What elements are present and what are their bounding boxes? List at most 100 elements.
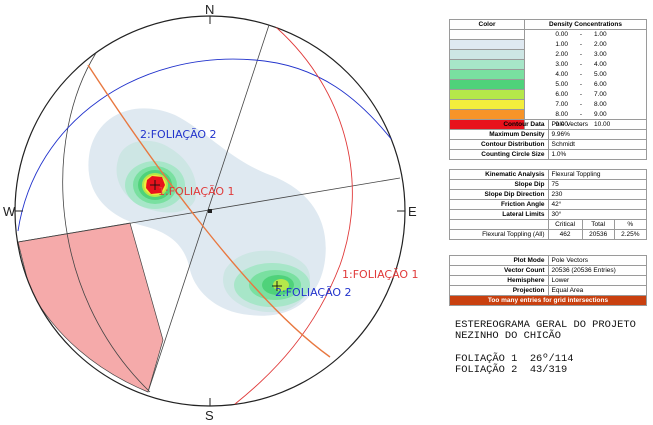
slope-great-circle xyxy=(87,64,331,358)
density-swatch-fill xyxy=(450,50,524,59)
density-row: 6.00 - 7.00 xyxy=(449,89,647,100)
density-swatch-fill xyxy=(450,30,524,39)
density-swatch xyxy=(449,29,525,40)
total-header: Total xyxy=(581,219,615,230)
kinematic-rows: Kinematic Analysis Flexural Toppling Slope… xyxy=(449,169,647,220)
info-label: Kinematic Analysis xyxy=(449,169,549,180)
foliacao2-great-circle xyxy=(17,58,393,232)
grid-warning-banner: Too many entries for grid intersections xyxy=(449,295,647,306)
info-value: Pole Vectors xyxy=(547,255,647,266)
density-swatch xyxy=(449,49,525,60)
density-swatch xyxy=(449,89,525,100)
density-to: 8.00 xyxy=(591,99,647,110)
info-label: Lateral Limits xyxy=(449,209,549,220)
percent-header: % xyxy=(613,219,648,230)
density-swatch-fill xyxy=(450,110,524,119)
info-row: Lateral Limits 30° xyxy=(449,209,647,220)
critical-header: Critical xyxy=(547,219,583,230)
info-label: Counting Circle Size xyxy=(449,149,549,160)
density-to: 6.00 xyxy=(591,79,647,90)
info-row: Slope Dip 75 xyxy=(449,179,647,190)
density-row: 4.00 - 5.00 xyxy=(449,69,647,80)
density-row: 2.00 - 3.00 xyxy=(449,49,647,60)
east-label: E xyxy=(408,204,417,219)
pole-foliacao1-marker xyxy=(150,180,160,190)
density-dash: - xyxy=(579,71,583,78)
stereonet-plot: N S E W 2:FOLIAÇÃO 2 1:FOLIAÇÃO 1 1:FOLI… xyxy=(3,2,419,423)
info-row: Contour Distribution Schmidt xyxy=(449,139,647,150)
density-from: 8.00 xyxy=(555,111,568,118)
info-value: Lower xyxy=(547,275,647,286)
density-dash: - xyxy=(579,61,583,68)
plot-rows: Plot Mode Pole Vectors Vector Count 20536 (… xyxy=(449,255,647,296)
info-row: Contour Data Pole Vectors xyxy=(449,119,647,130)
info-value: Pole Vectors xyxy=(547,119,647,130)
density-from: 3.00 xyxy=(555,61,568,68)
density-from: 5.00 xyxy=(555,81,568,88)
density-swatch-fill xyxy=(450,70,524,79)
info-value: 1.0% xyxy=(547,149,647,160)
info-value: Schmidt xyxy=(547,139,647,150)
density-swatch xyxy=(449,69,525,80)
density-row: 0.00 -1.00 xyxy=(449,29,647,40)
contour-rows: Contour Data Pole Vectors Maximum Density 9… xyxy=(449,119,647,160)
density-to: 2.00 xyxy=(591,39,647,50)
plot-info-table: Plot Mode Pole Vectors Vector Count 20536 (… xyxy=(449,255,647,306)
density-dash: - xyxy=(579,81,583,88)
info-row: Slope Dip Direction 230 xyxy=(449,189,647,200)
caption-foliacao2: FOLIAÇÃO 2 43/319 xyxy=(455,364,568,377)
center-mark xyxy=(208,209,212,213)
info-value: 30° xyxy=(547,209,647,220)
density-row: 7.00 - 8.00 xyxy=(449,99,647,110)
info-value: 9.96% xyxy=(547,129,647,140)
info-value: Equal Area xyxy=(547,285,647,296)
pole-foliacao2-marker xyxy=(272,281,282,291)
density-dash: - xyxy=(579,31,583,39)
info-label: Contour Distribution xyxy=(449,139,549,150)
info-value: 20536 (20536 Entries) xyxy=(547,265,647,276)
info-value: 75 xyxy=(547,179,647,190)
slope-strike-line-1 xyxy=(147,21,271,393)
density-swatch xyxy=(449,59,525,70)
result-percent: 2.25% xyxy=(613,229,648,240)
density-row: 1.00 - 2.00 xyxy=(449,39,647,50)
density-swatch-fill xyxy=(450,80,524,89)
foliacao1-great-circle xyxy=(234,21,353,405)
density-row: 8.00 - 9.00 xyxy=(449,109,647,120)
density-swatch-fill xyxy=(450,100,524,109)
density-dash: - xyxy=(579,51,583,58)
caption-foliacao1: FOLIAÇÃO 1 26º/114 xyxy=(455,352,574,365)
info-value: Flexural Toppling xyxy=(547,169,647,180)
info-value: 230 xyxy=(547,189,647,200)
density-to: 5.00 xyxy=(591,69,647,80)
result-label: Flexural Toppling (All) xyxy=(449,229,549,240)
density-dash: - xyxy=(579,101,583,108)
kinematic-analysis-table: Kinematic Analysis Flexural Toppling Slope… xyxy=(449,169,648,240)
foliacao1-pole-label: 1:FOLIAÇÃO 1 xyxy=(158,185,235,198)
info-label: Hemisphere xyxy=(449,275,549,286)
density-from: 6.00 xyxy=(555,91,568,98)
density-dash: - xyxy=(579,111,583,118)
west-label: W xyxy=(3,204,16,219)
density-from: 7.00 xyxy=(555,101,568,108)
density-from: 0.00 xyxy=(555,31,568,39)
info-label: Maximum Density xyxy=(449,129,549,140)
info-label: Slope Dip Direction xyxy=(449,189,549,200)
info-label: Contour Data xyxy=(449,119,549,130)
result-total: 20536 xyxy=(581,229,615,240)
lateral-limit-arc xyxy=(62,52,151,393)
info-label: Plot Mode xyxy=(449,255,549,266)
density-dash: - xyxy=(579,91,583,98)
density-swatch xyxy=(449,109,525,120)
density-row: 5.00 - 6.00 xyxy=(449,79,647,90)
info-row: Kinematic Analysis Flexural Toppling xyxy=(449,169,647,180)
north-label: N xyxy=(205,2,214,17)
info-label: Slope Dip xyxy=(449,179,549,190)
density-to: 3.00 xyxy=(591,49,647,60)
caption-title-line2: NEZINHO DO CHICÃO xyxy=(455,330,562,343)
density-swatch-fill xyxy=(450,60,524,69)
foliacao2-plane-label: 2:FOLIAÇÃO 2 xyxy=(140,128,217,141)
south-label: S xyxy=(205,408,214,423)
result-critical: 462 xyxy=(547,229,583,240)
density-to: 9.00 xyxy=(591,109,647,120)
